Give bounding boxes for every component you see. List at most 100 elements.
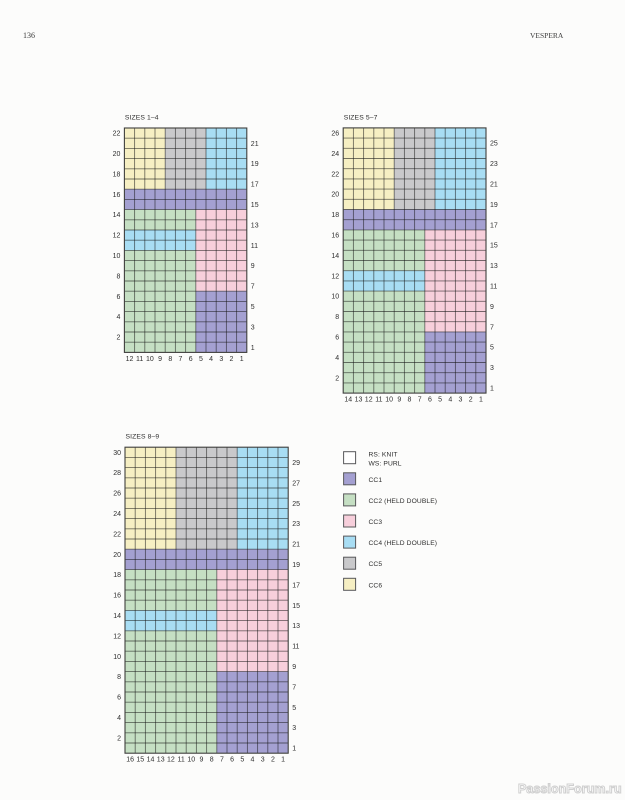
svg-text:5: 5 [438,397,442,404]
svg-text:11: 11 [490,284,497,291]
svg-text:12: 12 [126,356,134,363]
svg-text:9: 9 [397,397,401,404]
svg-text:6: 6 [335,335,339,342]
svg-text:8: 8 [117,674,121,681]
svg-text:12: 12 [113,233,121,240]
svg-text:23: 23 [490,161,498,168]
svg-text:13: 13 [251,222,259,229]
svg-text:24: 24 [331,151,339,158]
svg-text:21: 21 [251,141,259,148]
svg-text:1: 1 [292,746,296,753]
svg-text:RS: KNIT: RS: KNIT [369,452,398,459]
svg-text:4: 4 [209,356,213,363]
svg-text:9: 9 [200,757,204,764]
svg-text:6: 6 [428,397,432,404]
svg-text:4: 4 [116,314,120,321]
svg-text:4: 4 [448,397,452,404]
svg-text:CC1: CC1 [369,477,383,484]
svg-text:25: 25 [490,141,498,148]
svg-text:2: 2 [469,397,473,404]
svg-text:22: 22 [331,171,339,178]
svg-text:21: 21 [490,182,498,189]
svg-text:1: 1 [240,356,244,363]
svg-text:3: 3 [219,356,223,363]
svg-text:7: 7 [220,757,224,764]
svg-text:5: 5 [251,304,255,311]
svg-text:14: 14 [113,212,121,219]
svg-text:5: 5 [490,345,494,352]
svg-text:14: 14 [331,253,339,260]
svg-text:29: 29 [292,460,300,467]
svg-text:15: 15 [292,603,300,610]
svg-text:14: 14 [344,397,352,404]
svg-text:12: 12 [167,757,175,764]
svg-text:1: 1 [251,345,255,352]
svg-text:2: 2 [117,735,121,742]
svg-text:5: 5 [199,356,203,363]
svg-text:1: 1 [281,757,285,764]
svg-text:26: 26 [113,491,121,498]
svg-text:10: 10 [113,253,121,260]
svg-text:19: 19 [490,202,498,209]
svg-text:14: 14 [113,613,121,620]
svg-text:9: 9 [251,263,255,270]
svg-text:3: 3 [292,725,296,732]
svg-text:4: 4 [335,355,339,362]
svg-text:3: 3 [261,757,265,764]
svg-text:6: 6 [117,695,121,702]
svg-text:13: 13 [355,397,363,404]
svg-text:8: 8 [168,356,172,363]
svg-text:10: 10 [146,356,154,363]
svg-text:14: 14 [147,757,155,764]
svg-text:16: 16 [331,233,339,240]
svg-text:10: 10 [385,397,393,404]
svg-text:8: 8 [408,397,412,404]
svg-text:18: 18 [331,212,339,219]
svg-text:16: 16 [113,593,121,600]
svg-text:6: 6 [116,294,120,301]
svg-text:8: 8 [335,314,339,321]
svg-text:16: 16 [113,192,121,199]
svg-text:28: 28 [113,470,121,477]
svg-text:7: 7 [251,284,255,291]
svg-text:23: 23 [292,521,300,528]
svg-text:3: 3 [251,324,255,331]
svg-text:1: 1 [490,386,494,393]
svg-text:3: 3 [490,365,494,372]
svg-text:26: 26 [331,131,339,138]
svg-text:WS: PURL: WS: PURL [369,461,402,468]
svg-text:SIZES 8–9: SIZES 8–9 [126,434,160,441]
svg-text:5: 5 [240,757,244,764]
svg-text:8: 8 [116,273,120,280]
svg-text:17: 17 [251,182,259,189]
svg-text:22: 22 [113,131,121,138]
svg-text:13: 13 [292,623,300,630]
svg-text:11: 11 [136,356,143,363]
svg-text:10: 10 [331,294,339,301]
svg-text:CC6: CC6 [369,582,383,589]
svg-text:CC3: CC3 [369,519,383,526]
svg-text:30: 30 [113,450,121,457]
svg-text:9: 9 [292,664,296,671]
svg-text:CC4 (HELD DOUBLE): CC4 (HELD DOUBLE) [369,540,438,547]
svg-text:2: 2 [271,757,275,764]
svg-text:25: 25 [292,501,300,508]
svg-text:17: 17 [292,582,300,589]
svg-text:CC5: CC5 [369,561,383,568]
svg-text:12: 12 [365,397,373,404]
svg-text:9: 9 [158,356,162,363]
svg-text:15: 15 [251,202,259,209]
svg-text:17: 17 [490,222,498,229]
svg-text:4: 4 [117,715,121,722]
svg-text:13: 13 [157,757,165,764]
svg-text:3: 3 [459,397,463,404]
svg-text:12: 12 [331,273,339,280]
svg-text:2: 2 [230,356,234,363]
svg-text:16: 16 [126,757,134,764]
svg-text:15: 15 [490,243,498,250]
svg-text:24: 24 [113,511,121,518]
svg-text:18: 18 [113,171,121,178]
svg-text:6: 6 [189,356,193,363]
svg-text:8: 8 [210,757,214,764]
svg-text:CC2 (HELD DOUBLE): CC2 (HELD DOUBLE) [369,498,438,505]
